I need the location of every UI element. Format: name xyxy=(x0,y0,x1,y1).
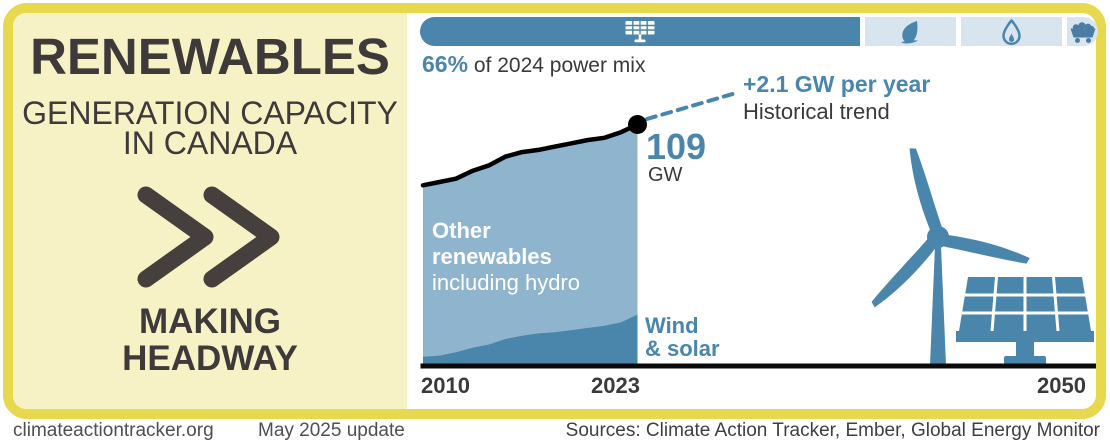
power-mix-segment-renewables xyxy=(420,17,860,46)
other-renewables-label: Other renewables including hydro xyxy=(432,218,580,296)
power-mix-caption-text: of 2024 power mix xyxy=(468,54,646,77)
x-tick-2050: 2050 xyxy=(1037,373,1086,398)
page-title: RENEWABLES xyxy=(30,28,390,85)
capacity-area-chart xyxy=(420,91,1096,369)
x-tick-2010: 2010 xyxy=(421,373,470,398)
trend-sublabel: Historical trend xyxy=(743,99,890,124)
leaf-icon xyxy=(900,20,918,43)
peak-unit: GW xyxy=(648,164,683,186)
tagline: MAKING HEADWAY xyxy=(13,303,407,377)
coal-cart-icon xyxy=(1070,21,1095,43)
power-mix-segment-coal xyxy=(1067,17,1098,46)
double-chevron-right-icon xyxy=(137,186,280,288)
flame-icon xyxy=(1002,18,1021,45)
total-capacity-line xyxy=(420,122,640,188)
other-renewables-label-line-2: renewables xyxy=(432,244,552,269)
trend-label: +2.1 GW per year xyxy=(743,71,931,97)
wind-solar-label-line-1: Wind xyxy=(645,313,699,338)
peak-value: 109 xyxy=(646,126,707,167)
power-mix-segment-leaf xyxy=(865,17,956,46)
peak-data-point xyxy=(628,115,647,134)
left-panel xyxy=(13,13,407,409)
subtitle-line-1: GENERATION CAPACITY xyxy=(22,95,398,131)
wind-solar-label-line-2: & solar xyxy=(645,336,720,361)
power-mix-segment-flame xyxy=(961,17,1062,46)
trend-dashed-line xyxy=(645,91,738,121)
other-renewables-label-line-3: including hydro xyxy=(432,270,580,295)
power-mix-share-value: 66% xyxy=(422,51,469,77)
wind-turbine-illustration xyxy=(871,148,1030,365)
wind-solar-label: Wind & solar xyxy=(645,314,720,360)
solar-panel-icon xyxy=(625,20,655,42)
subtitle-line-2: IN CANADA xyxy=(122,125,298,161)
x-tick-2023: 2023 xyxy=(591,373,640,398)
site-url: climateactiontracker.org xyxy=(13,420,214,441)
wind-solar-area xyxy=(423,314,638,366)
other-renewables-label-line-1: Other xyxy=(432,218,491,243)
tagline-line-1: MAKING xyxy=(139,302,281,341)
tagline-line-2: HEADWAY xyxy=(122,339,298,378)
sources-credit: Sources: Climate Action Tracker, Ember, … xyxy=(565,420,1100,441)
page-subtitle: GENERATION CAPACITY IN CANADA xyxy=(13,95,407,161)
other-renewables-area xyxy=(423,124,638,366)
solar-panel-illustration xyxy=(956,276,1094,365)
power-mix-caption: 66% of 2024 power mix xyxy=(422,51,645,78)
power-mix-bar xyxy=(420,17,1098,46)
update-date: May 2025 update xyxy=(258,420,405,441)
